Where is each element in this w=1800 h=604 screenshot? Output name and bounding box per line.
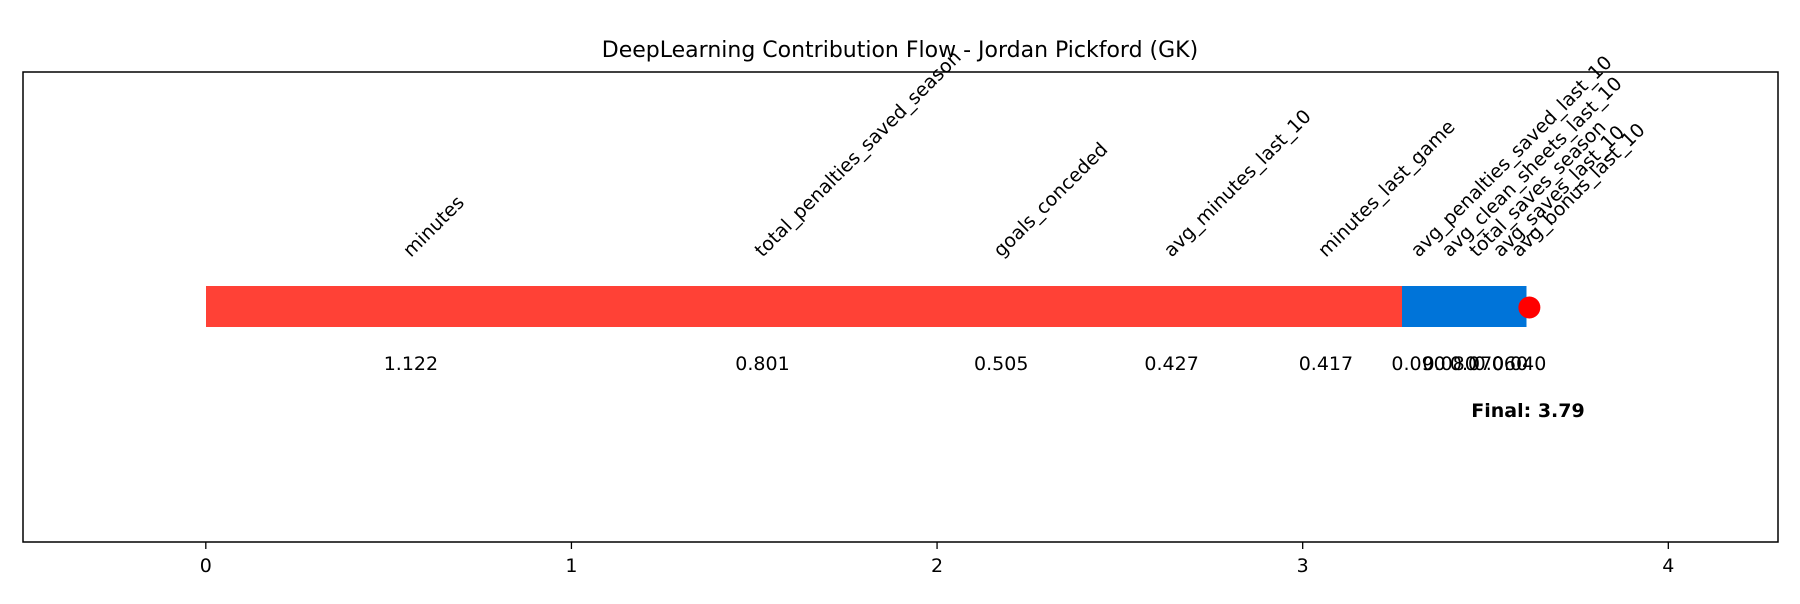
value-label: 0.040	[1492, 353, 1546, 375]
feature-label: total_penalties_saved_season	[750, 46, 965, 261]
segment-bar-avg-clean-sheets-last-10	[1435, 286, 1465, 327]
segment-bar-minutes-last-game	[1249, 286, 1403, 327]
x-axis: 0 1 2 3 4	[200, 542, 1674, 577]
x-tick-label: 4	[1662, 555, 1674, 577]
value-label: 0.060	[1474, 353, 1528, 375]
bars-layer	[205, 286, 1541, 327]
feature-label: avg_minutes_last_10	[1160, 105, 1316, 261]
feature-label: minutes	[399, 192, 469, 262]
value-label: 0.417	[1299, 353, 1353, 375]
value-label: 0.070	[1450, 353, 1504, 375]
segment-bar-total-penalties-saved-season	[616, 286, 909, 327]
segment-bar-avg-saves-last-10	[1489, 286, 1512, 327]
value-label: 0.801	[735, 353, 789, 375]
segment-bar-minutes	[205, 286, 617, 327]
final-marker	[1518, 296, 1541, 319]
segment-bar-avg-penalties-saved-last-10	[1402, 286, 1436, 327]
x-tick-label: 0	[200, 555, 212, 577]
value-label: 0.080	[1422, 353, 1476, 375]
plot-frame	[22, 71, 1779, 543]
value-label: 0.427	[1144, 353, 1198, 375]
segment-bar-goals-conceded	[908, 286, 1094, 327]
value-label: 1.122	[384, 353, 438, 375]
value-label: 0.505	[974, 353, 1028, 375]
segment-bar-avg-minutes-last-10	[1093, 286, 1250, 327]
segment-bar-total-saves-season	[1464, 286, 1490, 327]
x-tick-label: 1	[565, 555, 577, 577]
chart-title: DeepLearning Contribution Flow - Jordan …	[602, 38, 1198, 63]
value-label: 0.090	[1391, 353, 1445, 375]
x-tick-label: 3	[1297, 555, 1309, 577]
final-label: Final: 3.79	[1471, 400, 1584, 422]
feature-label: goals_conceded	[989, 138, 1112, 261]
x-tick-label: 2	[931, 555, 943, 577]
